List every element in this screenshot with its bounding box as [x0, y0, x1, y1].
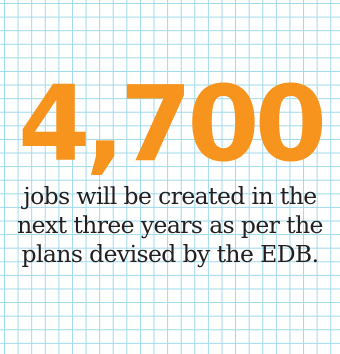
caption-line: plans devised by the EDB.	[21, 240, 320, 268]
caption: jobs will be created in the next three y…	[10, 182, 330, 269]
caption-line: jobs will be created in the	[23, 182, 317, 210]
headline-figure: 4,700	[18, 63, 327, 185]
caption-line: next three years as per the	[17, 211, 323, 239]
